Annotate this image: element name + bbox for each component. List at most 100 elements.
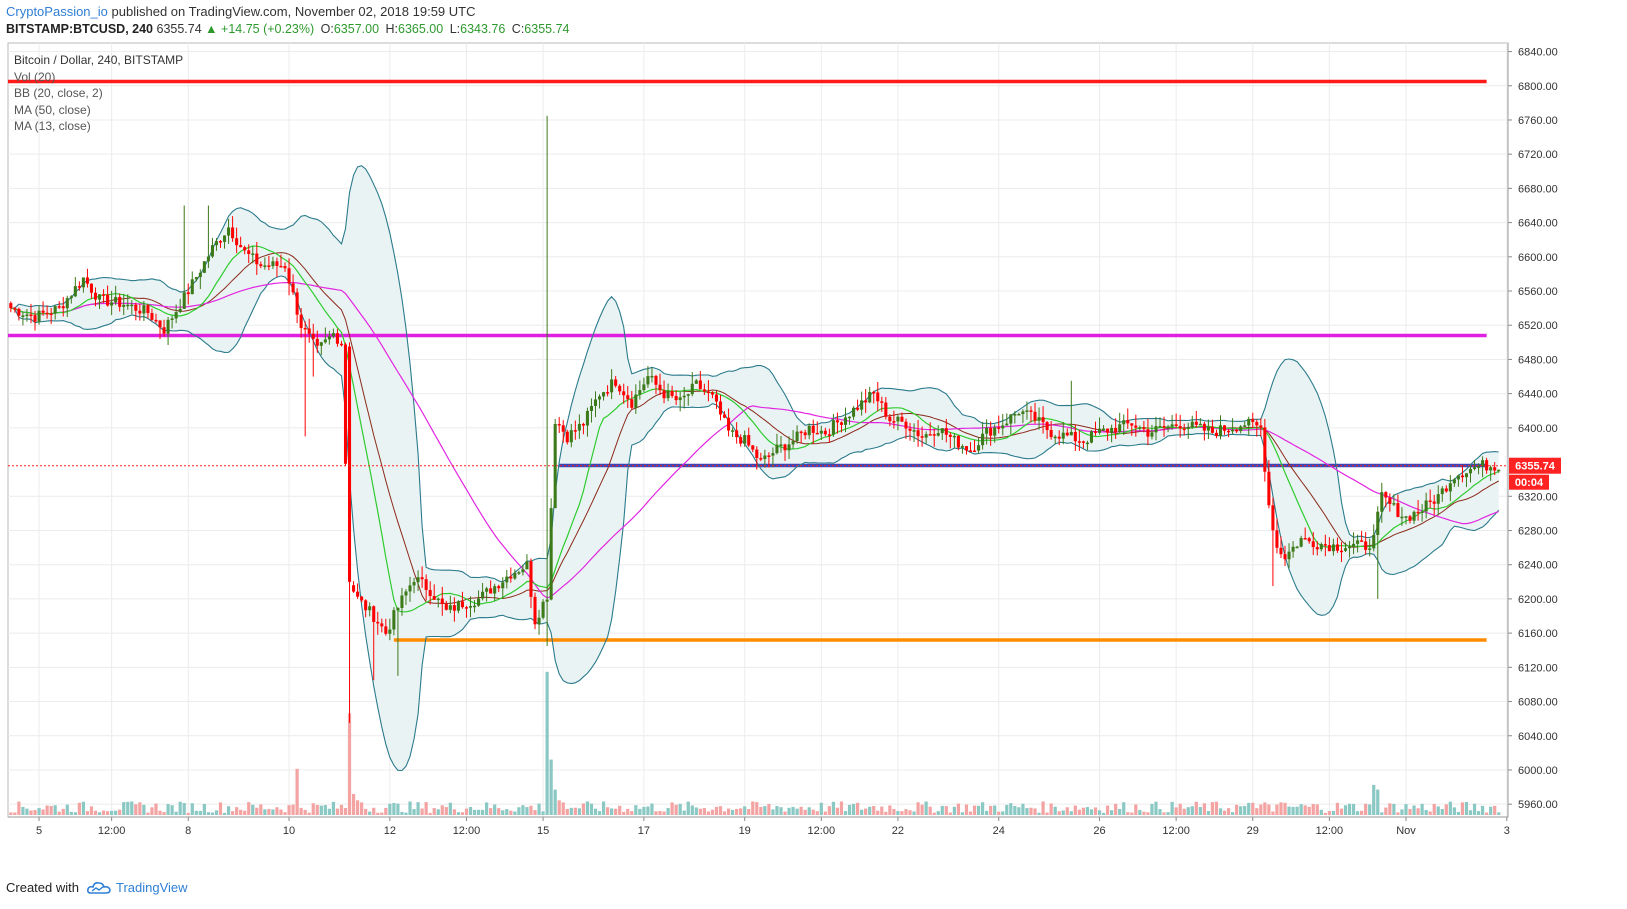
volume-bar xyxy=(53,805,57,815)
candle-body xyxy=(420,577,424,580)
candle-body xyxy=(267,265,271,267)
candle-body xyxy=(678,397,682,401)
volume-bar xyxy=(355,800,360,815)
candle-body xyxy=(1013,414,1017,416)
volume-bar xyxy=(343,808,348,815)
candle-body xyxy=(440,598,444,605)
volume-bar xyxy=(299,807,303,815)
candle-body xyxy=(904,421,908,429)
candle-body xyxy=(102,294,106,296)
candle-body xyxy=(448,605,452,610)
volume-bar xyxy=(315,804,319,815)
candle-body xyxy=(210,245,214,257)
volume-bar xyxy=(105,811,110,815)
candle-body xyxy=(81,277,85,288)
candle-body xyxy=(166,319,170,334)
volume-bar xyxy=(1065,807,1069,815)
candle-body xyxy=(214,241,218,246)
ma13-line xyxy=(10,245,1499,613)
candle-body xyxy=(509,576,513,579)
volume-bar xyxy=(339,804,344,815)
volume-bar xyxy=(412,809,416,815)
candle-body xyxy=(57,306,61,308)
volume-bar xyxy=(1428,811,1432,815)
volume-bar xyxy=(1360,810,1364,815)
volume-bar xyxy=(686,801,690,815)
legend-bollinger[interactable]: BB (20, close, 2) xyxy=(14,86,103,101)
symbol-name[interactable]: BITSTAMP:BTCUSD, 240 xyxy=(6,22,154,36)
volume-bar xyxy=(739,808,743,815)
volume-bar xyxy=(876,810,880,815)
volume-bar xyxy=(1146,812,1150,815)
tradingview-cloud-icon xyxy=(86,881,111,894)
candle-body xyxy=(981,433,985,446)
tradingview-brand[interactable]: TradingView xyxy=(86,880,188,895)
volume-bar xyxy=(948,812,952,815)
volume-bar xyxy=(166,804,170,815)
candle-body xyxy=(1460,475,1464,478)
volume-bar xyxy=(287,805,291,815)
volume-bar xyxy=(896,811,900,815)
candle-body xyxy=(287,268,291,284)
candle-body xyxy=(856,407,860,410)
candle-body xyxy=(1227,430,1231,433)
volume-bar xyxy=(448,802,452,815)
candle-body xyxy=(1493,467,1497,471)
candle-body xyxy=(348,346,352,582)
author-link[interactable]: CryptoPassion_io xyxy=(6,4,108,19)
candle-body xyxy=(638,390,642,395)
volume-bar xyxy=(884,811,888,815)
legend-ma50[interactable]: MA (50, close) xyxy=(14,102,91,117)
volume-bar xyxy=(815,811,819,815)
candle-body xyxy=(1364,541,1368,550)
volume-bar xyxy=(182,803,186,815)
volume-bar xyxy=(243,810,247,815)
x-tick-label: 24 xyxy=(993,825,1005,837)
volume-bar xyxy=(908,810,912,815)
candle-body xyxy=(1235,429,1239,432)
candle-body xyxy=(537,617,541,625)
candle-body xyxy=(1170,424,1174,427)
candle-body xyxy=(263,265,267,267)
volume-bar xyxy=(1396,812,1400,815)
volume-bar xyxy=(416,802,420,815)
candle-body xyxy=(1138,427,1142,429)
candle-body xyxy=(150,313,154,320)
legend-volume[interactable]: Vol (20) xyxy=(14,69,56,84)
candle-body xyxy=(412,582,416,586)
volume-bar xyxy=(916,802,920,815)
volume-bar xyxy=(327,808,331,815)
volume-bar xyxy=(864,808,868,815)
volume-bar xyxy=(743,806,747,815)
candle-body xyxy=(610,379,614,393)
volume-bar xyxy=(69,811,73,815)
volume-bar xyxy=(622,811,626,815)
volume-bar xyxy=(823,811,827,815)
candle-body xyxy=(952,435,956,438)
volume-bar xyxy=(755,802,759,815)
volume-bar xyxy=(1335,802,1340,815)
created-with-label: Created with xyxy=(6,880,79,895)
candle-body xyxy=(1380,492,1384,512)
volume-bar xyxy=(924,801,928,815)
volume-bar xyxy=(1025,808,1029,815)
candle-body xyxy=(279,265,283,268)
volume-bar xyxy=(751,801,755,815)
candle-body xyxy=(49,313,53,315)
candle-body xyxy=(1065,432,1069,436)
candle-body xyxy=(13,308,17,310)
candle-body xyxy=(1247,418,1251,426)
candle-body xyxy=(1093,431,1098,433)
candle-body xyxy=(549,508,553,600)
candle-body xyxy=(1263,427,1267,472)
volume-bar xyxy=(1472,803,1477,815)
candle-body xyxy=(1077,441,1081,443)
volume-bar xyxy=(210,812,215,815)
candle-body xyxy=(956,435,960,448)
volume-bar xyxy=(77,802,81,815)
legend-ma13[interactable]: MA (13, close) xyxy=(14,119,91,134)
volume-bar xyxy=(29,810,33,815)
volume-bar xyxy=(670,802,674,815)
volume-bar xyxy=(545,671,549,815)
